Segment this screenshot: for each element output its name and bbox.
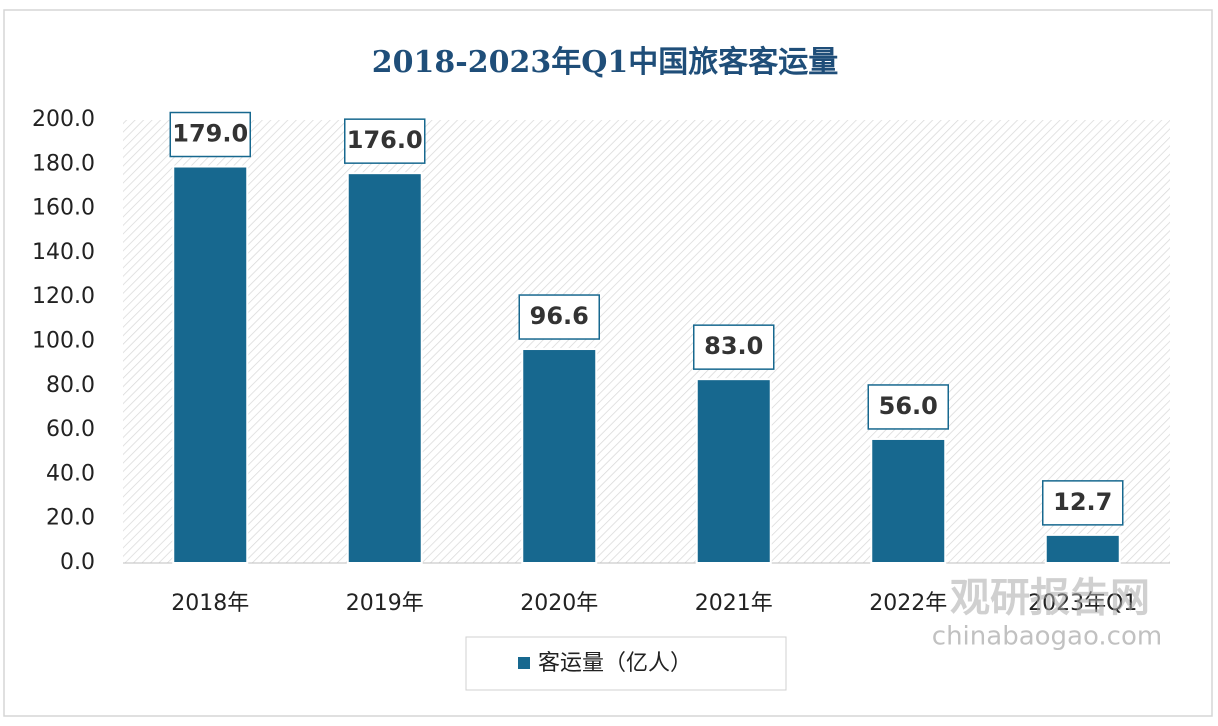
data-label-box	[693, 324, 775, 370]
bar	[346, 172, 423, 564]
y-tick-label: 20.0	[46, 506, 95, 531]
data-label: 56.0	[879, 392, 938, 420]
y-tick-label: 140.0	[32, 240, 95, 265]
x-tick-label: 2020年	[520, 591, 598, 616]
data-label: 12.7	[1053, 488, 1112, 516]
y-tick-label: 100.0	[32, 329, 95, 354]
chart-title: 2018-2023年Q1中国旅客客运量	[372, 45, 838, 80]
data-label-box	[344, 118, 426, 164]
data-label: 83.0	[704, 332, 763, 360]
y-tick-label: 0.0	[60, 550, 95, 575]
bar	[521, 348, 598, 564]
data-label-box	[867, 384, 949, 430]
data-label-box	[169, 111, 251, 158]
x-tick-label: 2022年	[869, 591, 947, 616]
y-tick-label: 200.0	[32, 107, 95, 132]
y-tick-label: 160.0	[32, 196, 95, 221]
data-label-box	[1042, 480, 1124, 526]
watermark: chinabaogao.com	[932, 622, 1162, 652]
data-label-box	[518, 294, 600, 340]
bar	[870, 437, 947, 564]
legend-swatch	[518, 657, 530, 669]
y-tick-label: 120.0	[32, 284, 95, 309]
bar	[172, 165, 249, 564]
x-tick-label: 2018年	[171, 591, 249, 616]
watermark: 观研报告网	[950, 575, 1150, 621]
bar	[695, 378, 772, 564]
data-label: 179.0	[172, 120, 248, 148]
y-tick-label: 80.0	[46, 373, 95, 398]
data-label: 96.6	[530, 302, 589, 330]
legend-label: 客运量（亿人）	[538, 651, 692, 676]
y-tick-label: 60.0	[46, 417, 95, 442]
x-tick-label: 2023年Q1	[1028, 591, 1137, 616]
bar	[1044, 533, 1121, 565]
y-tick-label: 180.0	[32, 151, 95, 176]
x-tick-label: 2019年	[346, 591, 424, 616]
data-label: 176.0	[347, 126, 423, 154]
x-tick-label: 2021年	[695, 591, 773, 616]
plot-background	[123, 120, 1170, 563]
y-tick-label: 40.0	[46, 461, 95, 486]
